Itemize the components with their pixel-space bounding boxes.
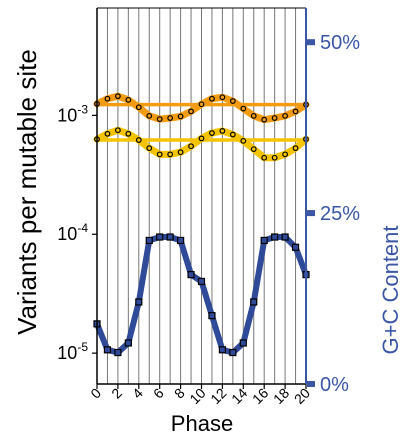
yellow-data-point	[198, 135, 205, 142]
blue-data-point	[124, 339, 132, 347]
blue-data-point	[156, 233, 164, 241]
yellow-data-point	[156, 151, 163, 158]
orange-data-point	[167, 115, 174, 121]
orange-data-point	[188, 108, 194, 115]
yellow-data-point	[292, 145, 299, 152]
yellow-data-point	[104, 130, 111, 137]
yellow-data-point	[125, 130, 132, 137]
series-layer	[93, 92, 310, 357]
blue-data-point	[135, 298, 143, 306]
yellow-data-point	[271, 154, 278, 161]
blue-data-point	[271, 233, 279, 241]
yellow-data-point	[167, 151, 174, 158]
y2-tick-mark	[307, 210, 315, 217]
x-tick-label: 20	[291, 385, 313, 407]
yellow-data-point	[240, 137, 247, 144]
vertical-gridlines	[106, 8, 297, 384]
x-axis-title: Phase	[171, 411, 233, 433]
yellow-data-point	[177, 149, 184, 156]
blue-data-point	[250, 298, 258, 306]
blue-data-point	[229, 348, 237, 357]
x-tick-label: 12	[207, 385, 229, 407]
orange-data-point	[219, 94, 226, 101]
yellow-data-point	[261, 154, 268, 161]
x-tick-label: 14	[228, 385, 250, 407]
blue-data-point	[260, 236, 268, 245]
y-tick-label: 10-5	[57, 340, 88, 363]
y2-tick-label: 0%	[320, 374, 349, 396]
yellow-data-point	[209, 130, 215, 136]
orange-data-point	[146, 112, 153, 119]
orange-data-point	[156, 116, 163, 123]
y2-tick-label: 25%	[320, 203, 360, 225]
x-tick-label: 18	[270, 385, 292, 407]
blue-data-point	[218, 346, 226, 354]
orange-data-point	[209, 95, 215, 102]
orange-data-point	[229, 98, 236, 104]
blue-data-point	[187, 271, 195, 279]
x-tick-label: 10	[186, 385, 208, 407]
blue-data-point	[197, 277, 206, 286]
blue-data-point	[291, 243, 300, 251]
orange-data-point	[135, 104, 142, 111]
yellow-data-point	[250, 146, 257, 153]
x-tick-label: 4	[129, 385, 146, 402]
yellow-data-point	[219, 128, 226, 134]
y2-tick-mark	[307, 381, 315, 387]
orange-data-point	[261, 116, 268, 123]
orange-data-point	[282, 112, 289, 119]
x-tick-label: 2	[108, 385, 125, 402]
yellow-data-point	[229, 131, 236, 138]
x-tick-label: 6	[150, 385, 167, 402]
blue-data-point	[239, 339, 247, 347]
orange-data-point	[271, 115, 278, 121]
yellow-data-point	[282, 151, 289, 158]
orange-data-point	[292, 108, 299, 115]
yellow-data-point	[135, 137, 142, 143]
blue-data-point	[208, 312, 216, 320]
blue-data-point	[281, 233, 289, 241]
blue-data-point	[145, 236, 153, 245]
y-tick-label: 10-3	[57, 102, 88, 125]
blue-data-point	[177, 236, 185, 245]
yellow-data-point	[146, 145, 153, 152]
orange-data-point	[114, 93, 121, 100]
y2-axis-title: G+C Content	[378, 225, 403, 354]
orange-data-point	[240, 105, 247, 112]
blue-data-point	[114, 348, 122, 357]
yellow-data-point	[114, 127, 121, 134]
orange-data-point	[198, 101, 205, 108]
x-tick-label: 16	[249, 385, 271, 407]
y-axis-title: Variants per mutable site	[12, 49, 42, 335]
orange-data-point	[250, 112, 257, 119]
y2-tick-label: 50%	[320, 32, 360, 54]
orange-data-point	[177, 113, 184, 120]
blue-data-point	[103, 346, 112, 354]
x-tick-label: 8	[171, 385, 188, 402]
y-tick-label: 10-4	[57, 221, 88, 244]
blue-data-point	[166, 233, 174, 241]
y2-tick-mark	[307, 39, 315, 46]
yellow-data-point	[188, 143, 194, 150]
orange-data-point	[125, 96, 132, 103]
x-tick-label: 0	[87, 385, 104, 402]
orange-data-point	[104, 95, 111, 102]
